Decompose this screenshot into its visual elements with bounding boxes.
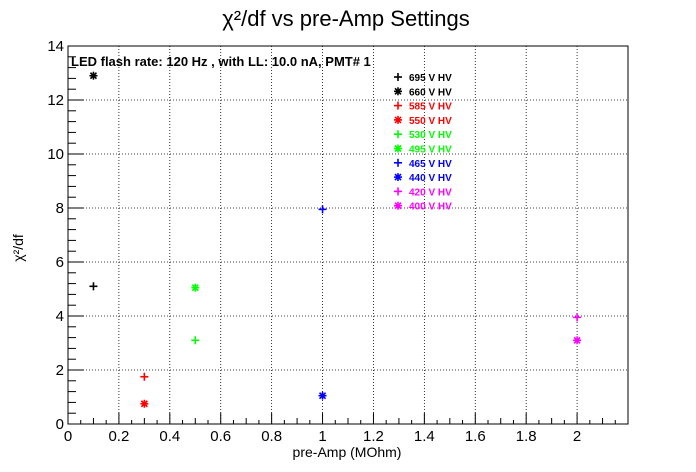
data-point xyxy=(89,71,98,80)
legend-entry: 420 V HV xyxy=(409,187,452,198)
axis-ticks xyxy=(67,45,616,425)
legend-marker xyxy=(394,187,402,196)
x-tick-labels: 0 0.2 0.4 0.6 0.8 1 1.2 1.4 1.6 1.8 2 xyxy=(64,428,581,445)
x-tick-label: 1.8 xyxy=(516,428,537,445)
x-tick-label: 1.4 xyxy=(414,428,435,445)
legend-entry: 440 V HV xyxy=(409,173,452,184)
legend-marker xyxy=(394,87,402,96)
legend-entry: 530 V HV xyxy=(409,130,452,141)
data-point xyxy=(191,283,200,292)
x-tick-label: 0 xyxy=(64,428,72,445)
legend-entry: 550 V HV xyxy=(409,116,452,127)
data-point xyxy=(140,399,149,408)
x-tick-label: 2 xyxy=(573,428,581,445)
x-tick-label: 0.6 xyxy=(210,428,231,445)
legend-entry: 465 V HV xyxy=(409,159,452,170)
data-point xyxy=(191,336,200,345)
y-tick-labels: 0 2 4 6 8 10 12 14 xyxy=(47,38,64,433)
x-tick-label: 0.8 xyxy=(261,428,282,445)
legend-marker xyxy=(394,101,402,110)
y-tick-label: 10 xyxy=(47,146,64,163)
y-tick-label: 6 xyxy=(56,254,64,271)
x-tick-label: 1 xyxy=(318,428,326,445)
legend-marker xyxy=(394,158,402,167)
grid-lines xyxy=(68,46,628,424)
legend-marker xyxy=(394,130,402,139)
legend-marker xyxy=(394,173,402,182)
x-tick-label: 1.2 xyxy=(363,428,384,445)
legend-entry: 660 V HV xyxy=(409,87,452,98)
chart-title: χ²/df vs pre-Amp Settings xyxy=(222,6,470,31)
y-tick-label: 2 xyxy=(56,362,64,379)
legend-entry: 695 V HV xyxy=(409,73,452,84)
y-tick-label: 4 xyxy=(56,308,64,325)
data-point xyxy=(573,313,582,322)
legend-entry: 585 V HV xyxy=(409,102,452,113)
data-point xyxy=(573,336,582,345)
x-tick-label: 1.6 xyxy=(465,428,486,445)
data-points xyxy=(89,71,582,408)
annotation-text: LED flash rate: 120 Hz , with LL: 10.0 n… xyxy=(71,54,371,69)
legend-marker xyxy=(394,73,402,81)
y-tick-label: 8 xyxy=(56,200,64,217)
plot-frame xyxy=(67,45,629,425)
legend-marker xyxy=(394,115,402,124)
legend-marker xyxy=(394,144,402,153)
data-point xyxy=(318,205,327,214)
x-axis-label: pre-Amp (MOhm) xyxy=(293,444,402,460)
legend-marker xyxy=(394,201,402,210)
y-tick-label: 14 xyxy=(47,38,64,55)
data-point xyxy=(318,391,327,400)
legend-entry: 495 V HV xyxy=(409,145,452,156)
legend-entry: 400 V HV xyxy=(409,202,452,213)
data-point xyxy=(140,372,149,381)
y-axis-label: χ²/df xyxy=(10,234,26,262)
y-tick-label: 0 xyxy=(56,416,64,433)
data-point xyxy=(89,282,98,291)
legend: 695 V HV 660 V HV 585 V HV 550 V HV 530 V HV… xyxy=(394,73,452,213)
x-tick-label: 0.4 xyxy=(159,428,180,445)
x-tick-label: 0.2 xyxy=(108,428,129,445)
y-tick-label: 12 xyxy=(47,92,64,109)
